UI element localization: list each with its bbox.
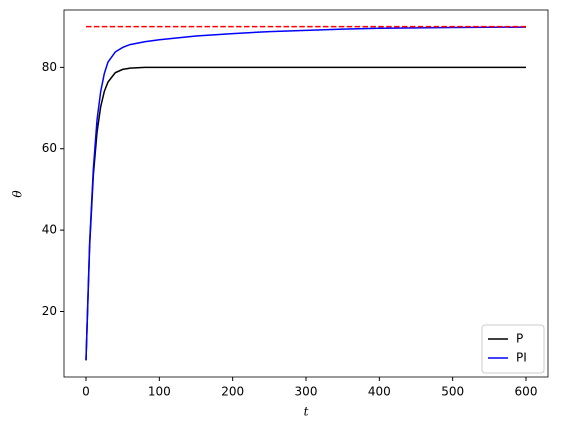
x-tick-label: 0 xyxy=(82,385,90,399)
line xyxy=(85,66,526,361)
x-tick-label: 600 xyxy=(515,385,538,399)
y-axis-label: θ xyxy=(11,190,25,198)
x-tick-label: 200 xyxy=(221,385,244,399)
y-tick-label: 40 xyxy=(42,223,57,237)
x-tick-label: 300 xyxy=(295,385,318,399)
y-tick-label: 60 xyxy=(42,141,57,155)
legend xyxy=(481,324,545,374)
legend-label: P xyxy=(516,332,523,346)
line xyxy=(85,26,527,361)
axes-frame xyxy=(63,9,549,378)
y-tick-label: 80 xyxy=(42,60,57,74)
x-axis-label: t xyxy=(304,405,309,419)
x-tick-label: 500 xyxy=(441,385,464,399)
x-tick-label: 400 xyxy=(368,385,391,399)
y-tick-label: 20 xyxy=(42,304,57,318)
x-tick-label: 100 xyxy=(148,385,171,399)
legend-label: PI xyxy=(516,351,527,365)
